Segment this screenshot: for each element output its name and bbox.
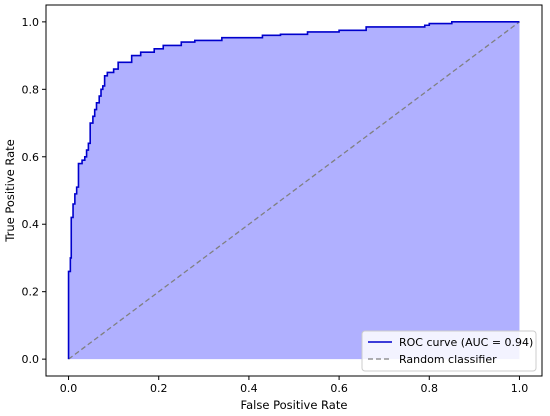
x-tick-label: 0.2 xyxy=(150,382,168,395)
x-tick-label: 0.8 xyxy=(421,382,439,395)
legend-box xyxy=(361,330,537,372)
plot-area xyxy=(67,21,520,360)
roc-curve-line xyxy=(67,21,520,360)
x-axis: 0.0 0.2 0.4 0.6 0.8 1.0 xyxy=(60,376,528,395)
legend-baseline-label: Random classifier xyxy=(399,353,497,366)
legend: ROC curve (AUC = 0.94) Random classifier xyxy=(361,330,537,372)
x-tick-label: 1.0 xyxy=(511,382,529,395)
random-classifier-line xyxy=(68,21,520,360)
y-axis: 0.0 0.2 0.4 0.6 0.8 1.0 xyxy=(22,16,46,366)
axes-frame xyxy=(45,4,543,377)
legend-roc-label: ROC curve (AUC = 0.94) xyxy=(399,336,533,349)
y-tick-label: 0.0 xyxy=(22,353,40,366)
x-tick-label: 0.0 xyxy=(60,382,78,395)
y-tick-label: 0.8 xyxy=(22,83,40,96)
y-tick-label: 0.4 xyxy=(22,218,40,231)
y-axis-label: True Positive Rate xyxy=(3,139,17,242)
y-tick-label: 0.2 xyxy=(22,286,40,299)
y-tick-label: 1.0 xyxy=(22,16,40,29)
x-axis-label: False Positive Rate xyxy=(241,398,348,412)
x-tick-label: 0.6 xyxy=(330,382,348,395)
y-tick-label: 0.6 xyxy=(22,151,40,164)
x-tick-label: 0.4 xyxy=(240,382,258,395)
